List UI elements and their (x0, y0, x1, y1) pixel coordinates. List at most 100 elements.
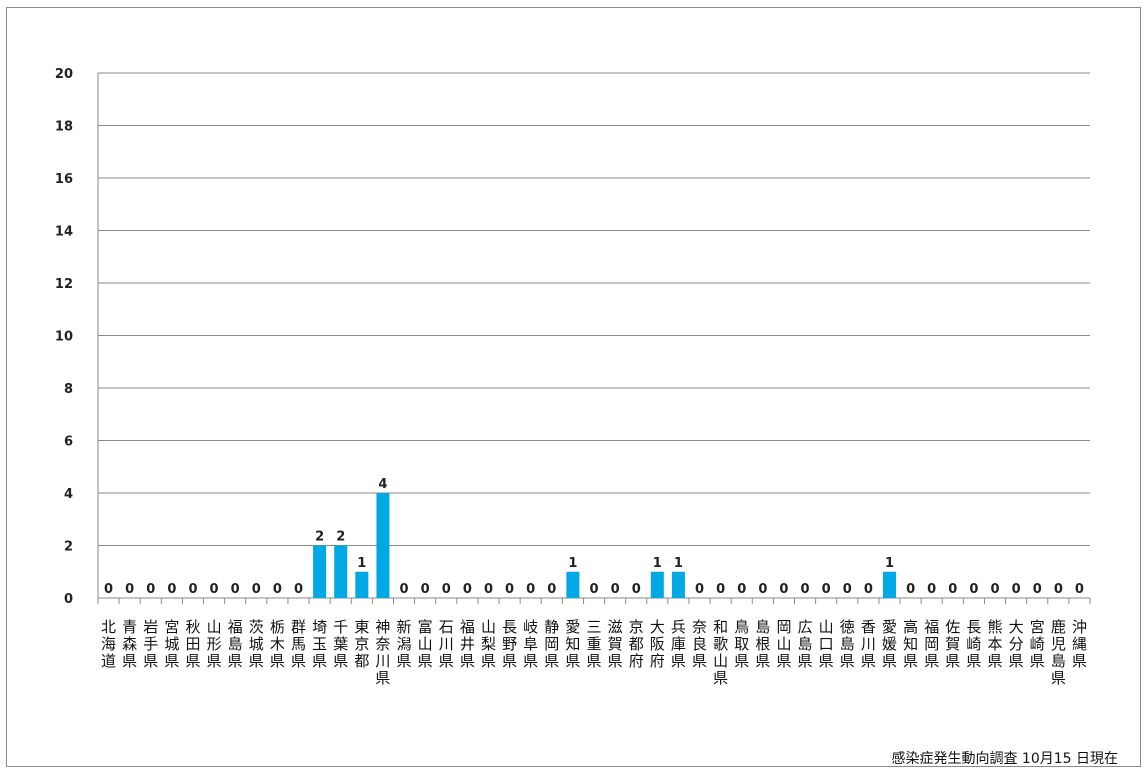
x-tick-label-char: 良 (692, 635, 707, 653)
x-tick-label-char: 県 (882, 652, 897, 670)
x-tick-label: 兵庫県 (671, 618, 686, 670)
gridlines (98, 72, 1090, 546)
x-tick-label-char: 山 (713, 652, 728, 670)
x-tick-label-char: 川 (861, 635, 876, 653)
x-tick-label-char: 島 (228, 635, 243, 653)
x-tick-label-char: 新 (397, 618, 412, 636)
x-tick-label: 大阪府 (650, 618, 665, 670)
x-tick-label-char: 県 (692, 652, 707, 670)
x-tick-label-char: 長 (966, 618, 981, 636)
x-tick-label-char: 岩 (143, 618, 158, 636)
x-tick-label-char: 葉 (333, 635, 348, 653)
x-tick-label-char: 県 (755, 652, 770, 670)
data-label: 0 (822, 582, 831, 597)
x-tick-label-char: 山 (776, 635, 791, 653)
y-tick-label: 16 (55, 172, 73, 187)
x-tick-label-char: 栃 (270, 618, 285, 636)
axes (97, 73, 1091, 604)
x-tick-label: 鳥取県 (734, 618, 749, 670)
x-tick-label-char: 県 (776, 652, 791, 670)
x-tick-label: 徳島県 (840, 618, 855, 670)
y-tick-label: 4 (64, 487, 73, 502)
data-label: 0 (400, 582, 409, 597)
x-tick-labels: 北海道青森県岩手県宮城県秋田県山形県福島県茨城県栃木県群馬県埼玉県千葉県東京都神… (101, 618, 1087, 687)
x-tick-label: 新潟県 (397, 618, 412, 670)
data-label: 0 (505, 582, 514, 597)
x-tick-label-char: 岡 (924, 635, 939, 653)
x-tick-label-char: 兵 (671, 618, 686, 636)
x-tick-label-char: 県 (397, 652, 412, 670)
x-tick-label: 岐阜県 (523, 618, 538, 670)
data-label: 0 (632, 582, 641, 597)
x-tick-label-char: 三 (586, 618, 601, 636)
x-tick-label-char: 宮 (164, 618, 179, 636)
y-tick-label: 12 (55, 277, 73, 292)
x-tick-label-char: 梨 (481, 635, 496, 653)
x-tick-label-char: 岡 (544, 635, 559, 653)
x-tick-label-char: 本 (988, 635, 1003, 653)
x-tick-label-char: 県 (418, 652, 433, 670)
x-tick-label: 栃木県 (270, 618, 285, 670)
x-tick-label-char: 取 (734, 635, 749, 653)
x-tick-label-char: 県 (502, 652, 517, 670)
x-tick-label-char: 阜 (523, 635, 538, 653)
data-label: 0 (990, 582, 999, 597)
x-tick-label-char: 阪 (650, 635, 665, 653)
x-tick-label-char: 静 (544, 618, 559, 636)
y-tick-label: 14 (55, 225, 73, 240)
x-tick-label: 群馬県 (291, 618, 306, 670)
x-tick-label-char: 島 (1051, 652, 1066, 670)
x-tick-label-char: 県 (798, 652, 813, 670)
x-tick-label-char: 歌 (713, 635, 728, 653)
x-tick-label-char: 県 (312, 652, 327, 670)
data-label: 0 (864, 582, 873, 597)
x-tick-label: 千葉県 (333, 618, 348, 670)
x-tick-label-char: 県 (228, 652, 243, 670)
data-label: 0 (716, 582, 725, 597)
x-tick-label-char: 県 (1009, 652, 1024, 670)
x-tick-label: 山形県 (207, 618, 222, 670)
x-tick-label-char: 北 (101, 618, 116, 636)
bar (671, 571, 685, 598)
data-label: 1 (885, 556, 894, 571)
x-tick-label-char: 岐 (523, 618, 538, 636)
data-label: 0 (252, 582, 261, 597)
y-tick-labels: 0 2 4 6 8 10 12 14 16 18 20 (55, 67, 73, 607)
as-of-date: 10月15 日現在 (1021, 751, 1118, 767)
x-tick-label-char: 根 (755, 635, 770, 653)
x-tick-label-char: 青 (122, 618, 137, 636)
x-tick-label-char: 東 (354, 618, 369, 636)
data-label: 0 (104, 582, 113, 597)
x-tick-label: 熊本県 (988, 618, 1003, 670)
x-tick-label-char: 重 (586, 635, 601, 653)
x-tick-label: 滋賀県 (608, 618, 623, 670)
data-label: 0 (1012, 582, 1021, 597)
x-tick-label-char: 都 (354, 652, 369, 670)
x-tick-label-char: 山 (207, 618, 222, 636)
x-tick-label-char: 山 (481, 618, 496, 636)
x-tick-label-char: 奈 (692, 618, 707, 636)
x-tick-label-char: 手 (143, 635, 158, 653)
x-tick-label-char: 県 (544, 652, 559, 670)
x-tick-label: 静岡県 (544, 618, 559, 670)
x-tick-label: 埼玉県 (312, 618, 327, 670)
y-tick-label: 20 (55, 67, 73, 82)
data-label: 0 (1033, 582, 1042, 597)
x-tick-label-char: 県 (1072, 652, 1087, 670)
data-label: 0 (695, 582, 704, 597)
x-tick-label: 沖縄県 (1072, 618, 1087, 670)
x-tick-label: 佐賀県 (945, 618, 960, 670)
x-tick-label: 愛媛県 (882, 618, 897, 670)
x-tick-label-char: 県 (207, 652, 222, 670)
x-tick-label: 青森県 (122, 618, 137, 670)
x-tick-label-char: 香 (861, 618, 876, 636)
x-tick-label: 三重県 (586, 618, 601, 670)
x-tick-label-char: 県 (988, 652, 1003, 670)
x-tick-label-char: 県 (734, 652, 749, 670)
x-tick-label: 北海道 (101, 618, 116, 670)
x-tick-label: 宮崎県 (1030, 618, 1045, 670)
x-tick-label-char: 県 (333, 652, 348, 670)
x-tick-label-char: 分 (1009, 635, 1024, 653)
